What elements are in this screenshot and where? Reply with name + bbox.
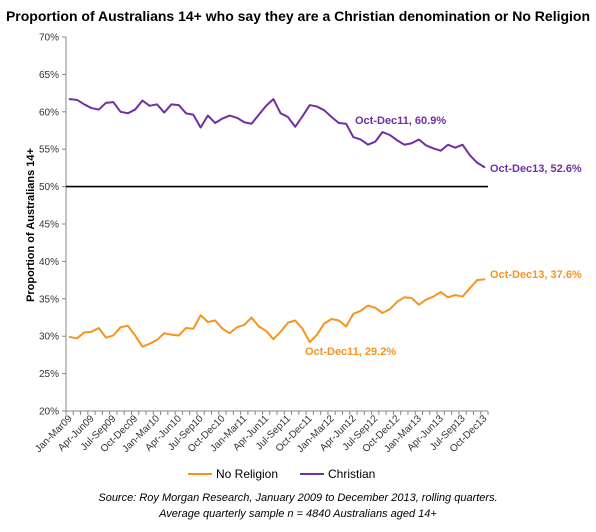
y-tick-label: 70% — [39, 33, 59, 44]
y-tick-label: 30% — [39, 332, 59, 343]
source-line-1: Source: Roy Morgan Research, January 200… — [98, 492, 498, 504]
y-axis-label: Proportion of Australians 14+ — [25, 148, 37, 302]
annotation-label: Oct-Dec11, 60.9% — [355, 115, 446, 127]
chart-source-note: Source: Roy Morgan Research, January 200… — [0, 490, 596, 522]
legend-label-christian: Christian — [328, 467, 375, 481]
y-tick-label: 50% — [39, 182, 59, 193]
y-tick-label: 65% — [39, 70, 59, 81]
annotation-label: Oct-Dec11, 29.2% — [305, 346, 396, 358]
series-line-christian — [68, 98, 486, 169]
annotation-label: Oct-Dec13, 37.6% — [490, 269, 582, 281]
chart-title: Proportion of Australians 14+ who say th… — [5, 8, 591, 24]
x-axis-ticks: Jan-Mar09Apr-Jun09Jul-Sep09Oct-Dec09Jan-… — [33, 411, 490, 455]
y-tick-label: 55% — [39, 145, 59, 156]
series-line-no-religion — [68, 278, 486, 348]
y-tick-label: 20% — [39, 407, 59, 418]
y-tick-label: 60% — [39, 107, 59, 118]
chart-series — [68, 98, 486, 348]
y-tick-label: 40% — [39, 257, 59, 268]
y-tick-label: 35% — [39, 294, 59, 305]
annotation-label: Oct-Dec13, 52.6% — [490, 163, 582, 175]
chart-axes — [65, 37, 488, 412]
chart-annotations: Oct-Dec11, 60.9% Oct-Dec13, 52.6% Oct-Dec1… — [305, 115, 582, 358]
y-tick-label: 25% — [39, 369, 59, 380]
legend-label-no-religion: No Religion — [216, 467, 278, 481]
y-axis-ticks: 20% 25% 30% 35% 40% 45% 50% 55% 60% 65% 70% — [39, 33, 66, 418]
chart-legend: No Religion Christian — [188, 467, 375, 481]
source-line-2: Average quarterly sample n = 4840 Austra… — [159, 508, 437, 520]
y-tick-label: 45% — [39, 220, 59, 231]
